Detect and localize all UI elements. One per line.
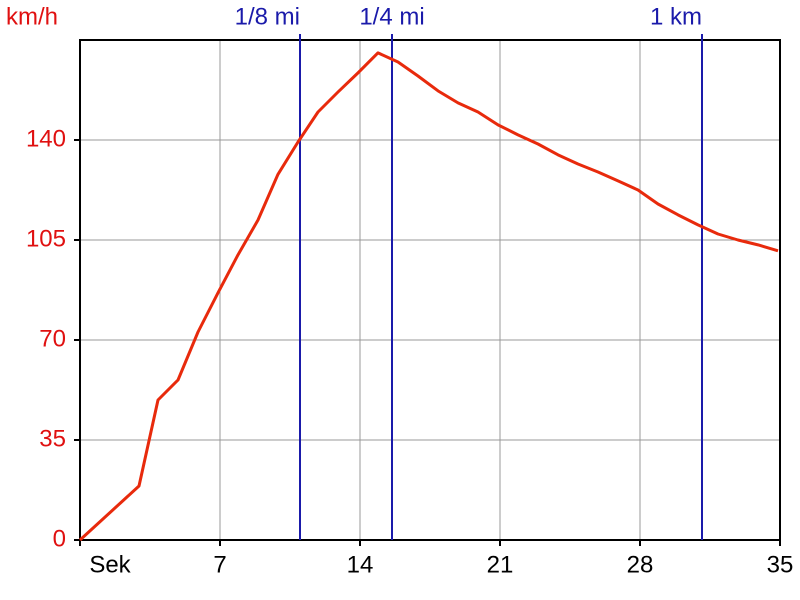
y-axis-label: km/h xyxy=(6,3,58,30)
y-tick-label: 0 xyxy=(53,525,66,552)
y-tick-label: 70 xyxy=(39,325,66,352)
distance-marker-label: 1/8 mi xyxy=(235,3,300,30)
x-tick-label: 21 xyxy=(487,551,514,578)
y-tick-label: 105 xyxy=(26,225,66,252)
x-tick-label: 7 xyxy=(213,551,226,578)
y-tick-label: 140 xyxy=(26,125,66,152)
x-tick-label: 28 xyxy=(627,551,654,578)
distance-marker-label: 1/4 mi xyxy=(359,3,424,30)
y-tick-label: 35 xyxy=(39,425,66,452)
speed-line xyxy=(78,51,779,542)
x-tick-label: Sek xyxy=(89,551,131,578)
distance-marker-label: 1 km xyxy=(650,3,702,30)
plot-frame xyxy=(79,39,781,541)
x-tick-label: 35 xyxy=(767,551,794,578)
x-tick-label: 14 xyxy=(347,551,374,578)
